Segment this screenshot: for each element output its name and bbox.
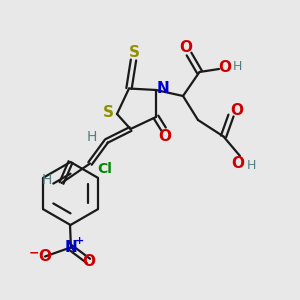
Text: S: S — [129, 45, 140, 60]
Text: O: O — [158, 129, 172, 144]
Text: N: N — [156, 81, 169, 96]
Text: O: O — [82, 254, 95, 268]
Text: +: + — [75, 236, 84, 246]
Text: O: O — [231, 156, 244, 171]
Text: O: O — [230, 103, 243, 118]
Text: H: H — [233, 60, 242, 74]
Text: O: O — [38, 249, 52, 264]
Text: −: − — [28, 246, 39, 260]
Text: N: N — [64, 240, 77, 255]
Text: S: S — [103, 105, 113, 120]
Text: O: O — [218, 60, 232, 75]
Text: H: H — [42, 173, 52, 187]
Text: Cl: Cl — [97, 162, 112, 176]
Text: O: O — [179, 40, 193, 55]
Text: H: H — [87, 130, 97, 144]
Text: H: H — [247, 159, 256, 172]
